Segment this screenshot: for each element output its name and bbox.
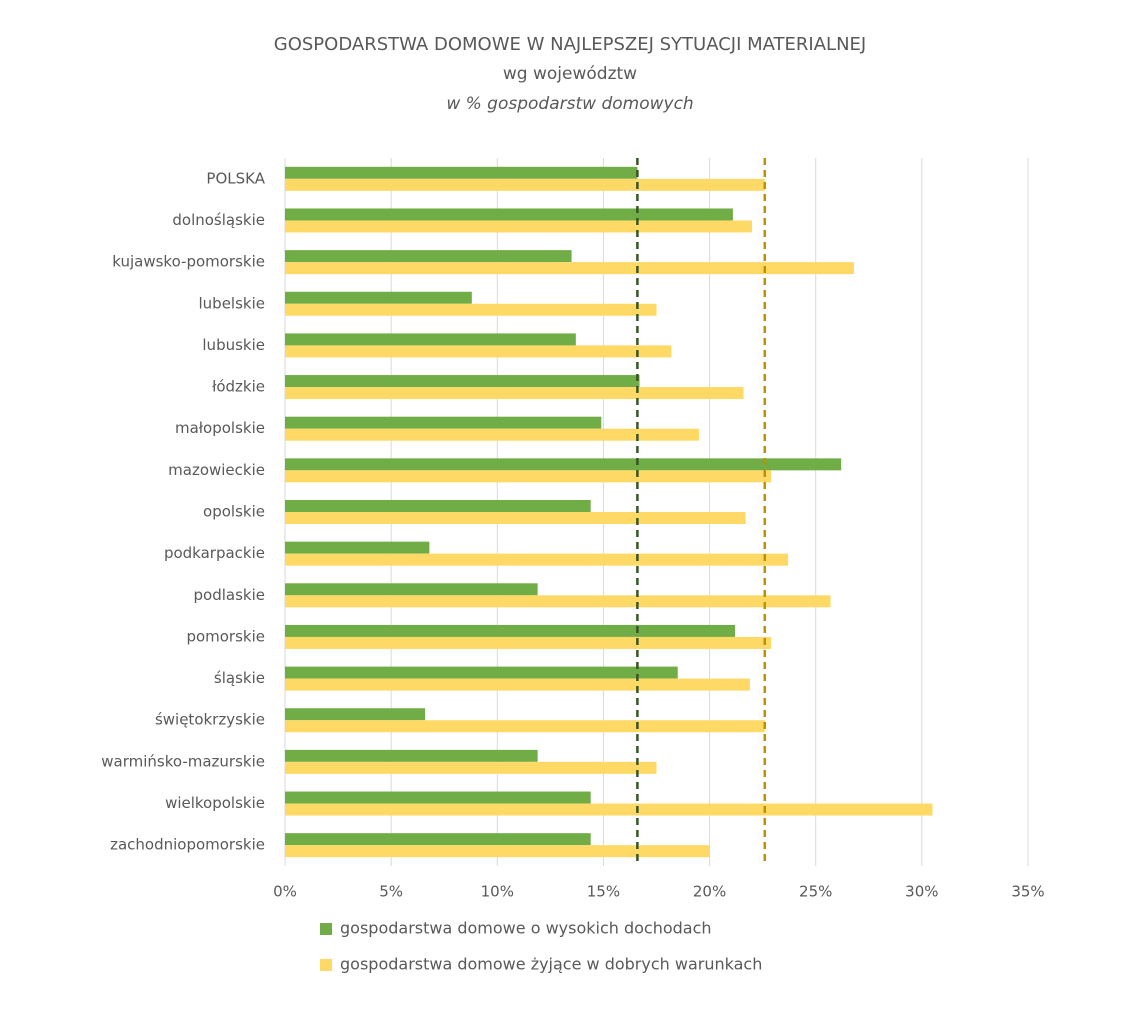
bar [285, 345, 672, 358]
bar [285, 416, 602, 429]
bar [285, 291, 472, 304]
bar [285, 708, 426, 721]
chart-subtitle: wg województw [503, 64, 637, 84]
bar [285, 208, 733, 221]
bar [285, 845, 710, 858]
legend-label: gospodarstwa domowe żyjące w dobrych war… [340, 955, 762, 974]
bar [285, 720, 765, 733]
y-tick-label: lubelskie [199, 294, 266, 312]
y-tick-label: małopolskie [175, 419, 265, 437]
bar [285, 583, 538, 596]
bar [285, 333, 576, 346]
x-tick-label: 35% [1011, 883, 1044, 901]
bar [285, 428, 699, 441]
y-tick-label: pomorskie [186, 627, 265, 645]
bar [285, 833, 591, 846]
bar [285, 595, 831, 608]
bar [285, 220, 753, 233]
bar [285, 250, 572, 263]
bar [285, 803, 933, 816]
bar [285, 470, 772, 483]
bar [285, 178, 765, 191]
x-tick-label: 30% [905, 883, 938, 901]
bar [285, 375, 640, 388]
bar [285, 166, 638, 179]
chart-title: GOSPODARSTWA DOMOWE W NAJLEPSZEJ SYTUACJ… [274, 34, 866, 55]
bar [285, 678, 750, 691]
y-tick-label: opolskie [203, 503, 265, 521]
bar [285, 666, 678, 679]
bar [285, 791, 591, 804]
unit-note: w % gospodarstw domowych [446, 94, 693, 114]
bar [285, 761, 657, 774]
y-tick-label: dolnośląskie [172, 211, 265, 229]
y-tick-label: podlaskie [194, 586, 265, 604]
bar [285, 387, 744, 400]
y-tick-label: lubuskie [202, 336, 265, 354]
y-tick-label: mazowieckie [168, 461, 265, 479]
bar [285, 500, 591, 512]
bar [285, 512, 746, 524]
x-tick-label: 25% [799, 883, 832, 901]
bar [285, 636, 772, 649]
y-tick-label: wielkopolskie [165, 794, 265, 812]
y-tick-label: warmińsko-mazurskie [101, 752, 265, 770]
x-tick-label: 5% [379, 883, 403, 901]
x-tick-label: 15% [587, 883, 620, 901]
y-tick-label: kujawsko-pomorskie [112, 253, 265, 271]
y-tick-label: śląskie [214, 669, 265, 687]
bar [285, 749, 538, 762]
bar [285, 303, 657, 316]
bar [285, 553, 789, 566]
y-tick-label: zachodniopomorskie [110, 836, 265, 854]
x-tick-label: 20% [693, 883, 726, 901]
bar [285, 541, 430, 554]
bar [285, 624, 736, 637]
bar [285, 262, 854, 275]
legend-label: gospodarstwa domowe o wysokich dochodach [340, 919, 712, 938]
legend-swatch [320, 959, 332, 971]
y-tick-label: łódzkie [212, 378, 265, 396]
y-tick-label: świętokrzyskie [155, 711, 265, 729]
legend-swatch [320, 923, 332, 935]
x-tick-label: 10% [481, 883, 514, 901]
y-tick-label: podkarpackie [164, 544, 265, 562]
x-tick-label: 0% [273, 883, 297, 901]
bar [285, 458, 842, 471]
y-tick-label: POLSKA [206, 169, 265, 187]
